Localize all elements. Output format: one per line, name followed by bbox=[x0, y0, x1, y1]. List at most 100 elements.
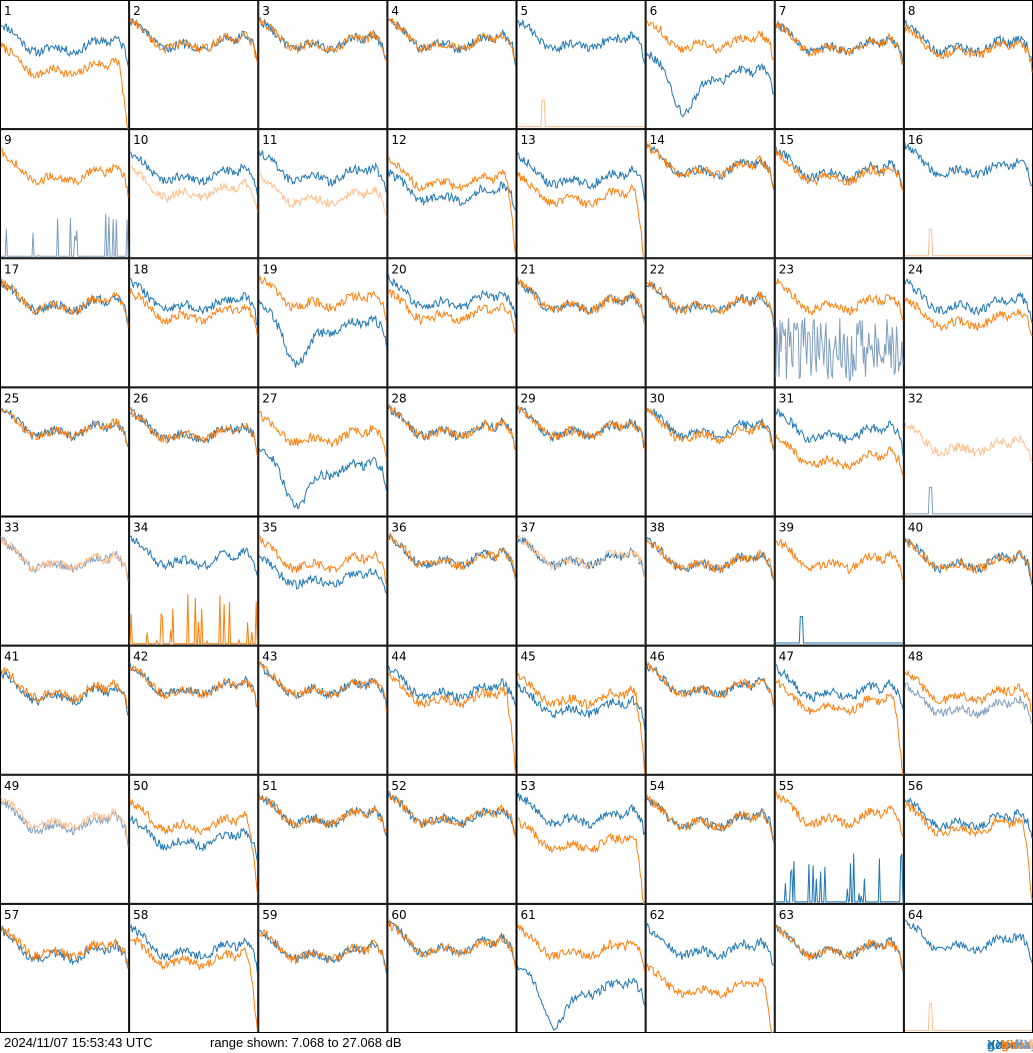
panel-62: 62 bbox=[645, 903, 775, 1033]
series-yy bbox=[775, 433, 904, 477]
panel-label: 7 bbox=[779, 4, 787, 18]
series-yy bbox=[517, 171, 645, 259]
panel-label: 15 bbox=[779, 133, 794, 147]
panel-label: 24 bbox=[908, 262, 923, 276]
series-yy bbox=[775, 678, 904, 775]
series-yy bbox=[517, 99, 645, 127]
panel-label: 40 bbox=[908, 521, 923, 535]
panel-33: 33 bbox=[0, 516, 130, 646]
panel-frame bbox=[387, 516, 517, 646]
panel-label: 55 bbox=[779, 779, 794, 793]
panel-frame bbox=[258, 0, 388, 130]
series-yy bbox=[904, 296, 1033, 337]
panel-label: 19 bbox=[262, 262, 277, 276]
panel-label: 18 bbox=[133, 262, 148, 276]
series-xx bbox=[904, 682, 1033, 724]
panel-label: 11 bbox=[262, 133, 277, 147]
panel-label: 52 bbox=[391, 779, 406, 793]
panel-frame bbox=[387, 0, 517, 130]
panel-frame bbox=[129, 0, 259, 130]
series-xx bbox=[775, 317, 904, 382]
legend-flagged-yy-suffix: YY bbox=[1029, 1037, 1033, 1052]
series-yy bbox=[387, 918, 516, 970]
panel-label: 16 bbox=[908, 133, 923, 147]
series-yy bbox=[258, 172, 387, 218]
legend-good-xx-prefix: good bbox=[987, 1037, 1019, 1052]
panel-frame bbox=[0, 645, 130, 775]
series-yy bbox=[775, 277, 904, 322]
panel-label: 54 bbox=[650, 779, 665, 793]
panel-47: 47 bbox=[774, 645, 904, 775]
panel-7: 7 bbox=[774, 0, 904, 130]
series-yy bbox=[646, 661, 775, 709]
panel-label: 22 bbox=[650, 262, 665, 276]
series-xx bbox=[775, 664, 904, 710]
series-yy bbox=[775, 22, 904, 66]
panel-41: 41 bbox=[0, 645, 130, 775]
panel-12: 12 bbox=[387, 129, 517, 259]
series-yy bbox=[258, 929, 387, 969]
panel-20: 20 bbox=[387, 258, 517, 388]
panel-39: 39 bbox=[774, 516, 904, 646]
panel-frame bbox=[258, 903, 388, 1033]
series-xx bbox=[517, 152, 646, 202]
panel-frame bbox=[903, 774, 1033, 904]
panel-19: 19 bbox=[258, 258, 388, 388]
panel-37: 37 bbox=[516, 516, 646, 646]
series-xx bbox=[0, 23, 129, 67]
series-yy bbox=[258, 276, 387, 322]
panel-label: 38 bbox=[650, 521, 665, 535]
panel-frame bbox=[774, 774, 904, 904]
panel-label: 39 bbox=[779, 521, 794, 535]
panel-frame bbox=[516, 903, 646, 1033]
panel-58: 58 bbox=[129, 903, 259, 1033]
series-xx bbox=[387, 273, 516, 319]
series-xx bbox=[904, 19, 1033, 62]
panel-26: 26 bbox=[129, 387, 259, 517]
panel-label: 23 bbox=[779, 262, 794, 276]
panel-frame bbox=[774, 0, 904, 130]
series-yy bbox=[387, 671, 516, 775]
panel-frame bbox=[0, 774, 130, 904]
series-yy bbox=[129, 17, 258, 64]
series-xx bbox=[129, 535, 258, 577]
series-yy bbox=[388, 404, 516, 451]
panel-8: 8 bbox=[903, 0, 1033, 130]
panel-frame bbox=[774, 903, 904, 1033]
series-yy bbox=[388, 791, 516, 841]
panel-frame bbox=[645, 903, 775, 1033]
panel-53: 53 bbox=[516, 774, 646, 905]
legend-flagged-yy-prefix: flagged bbox=[1029, 1037, 1033, 1052]
panel-label: 56 bbox=[908, 779, 923, 793]
panel-label: 25 bbox=[4, 391, 19, 405]
series-yy bbox=[517, 535, 646, 580]
panel-61: 61 bbox=[516, 903, 646, 1033]
panel-35: 35 bbox=[258, 516, 388, 646]
panel-label: 51 bbox=[262, 779, 277, 793]
panel-38: 38 bbox=[645, 516, 775, 646]
panel-4: 4 bbox=[387, 0, 517, 130]
panel-frame bbox=[129, 645, 259, 775]
series-yy bbox=[646, 279, 775, 322]
series-yy bbox=[904, 1003, 1032, 1031]
panel-15: 15 bbox=[774, 129, 904, 259]
panel-frame bbox=[258, 387, 388, 517]
panel-frame bbox=[0, 903, 130, 1033]
panel-label: 14 bbox=[650, 133, 665, 147]
panel-frame bbox=[903, 516, 1033, 646]
series-yy bbox=[904, 420, 1033, 463]
series-xx bbox=[258, 555, 387, 594]
panel-18: 18 bbox=[129, 258, 259, 388]
panel-label: 13 bbox=[521, 133, 536, 147]
panel-9: 9 bbox=[0, 129, 130, 259]
panel-frame bbox=[645, 129, 775, 259]
panel-label: 45 bbox=[521, 650, 536, 664]
series-xx bbox=[775, 853, 904, 904]
series-xx bbox=[129, 277, 258, 327]
series-yy bbox=[517, 672, 646, 774]
panel-frame bbox=[0, 516, 130, 646]
panel-frame bbox=[903, 645, 1033, 775]
series-yy bbox=[388, 17, 516, 62]
series-yy bbox=[258, 535, 387, 585]
panel-label: 10 bbox=[133, 133, 148, 147]
